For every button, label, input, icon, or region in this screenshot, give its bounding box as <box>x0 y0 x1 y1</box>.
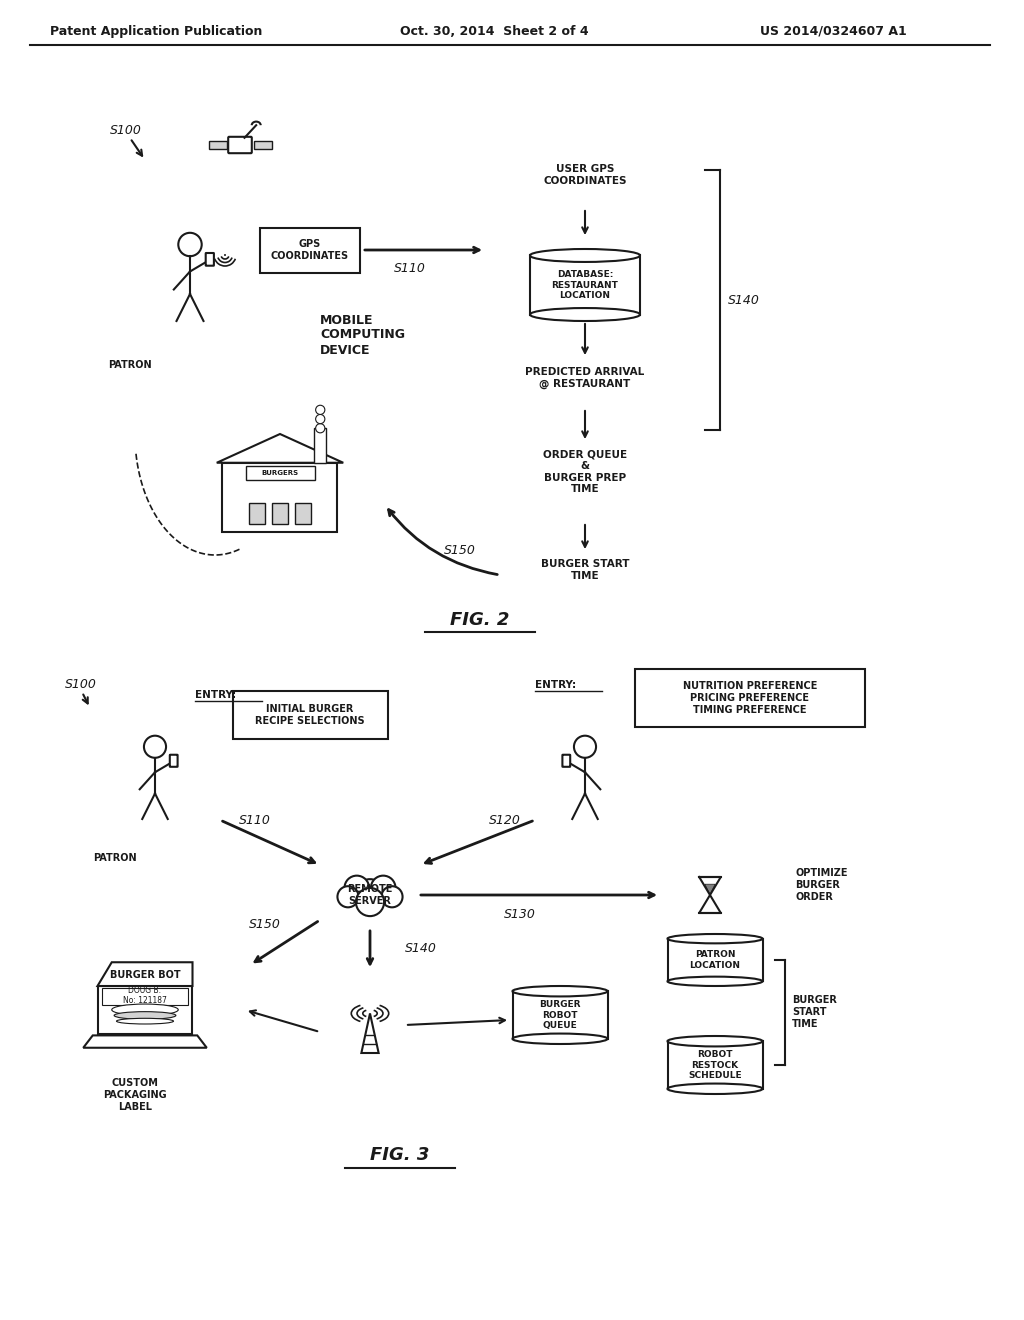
Polygon shape <box>705 884 715 895</box>
FancyBboxPatch shape <box>170 755 177 767</box>
Text: NUTRITION PREFERENCE
PRICING PREFERENCE
TIMING PREFERENCE: NUTRITION PREFERENCE PRICING PREFERENCE … <box>683 681 817 714</box>
FancyBboxPatch shape <box>206 253 214 265</box>
Text: FIG. 2: FIG. 2 <box>451 611 510 630</box>
Polygon shape <box>217 434 343 463</box>
Circle shape <box>356 888 384 916</box>
Ellipse shape <box>512 1034 607 1044</box>
Ellipse shape <box>530 249 640 261</box>
Text: MOBILE
COMPUTING
DEVICE: MOBILE COMPUTING DEVICE <box>319 314 406 356</box>
Text: BURGER START
TIME: BURGER START TIME <box>541 560 630 581</box>
Circle shape <box>338 886 358 907</box>
FancyBboxPatch shape <box>260 227 360 272</box>
FancyBboxPatch shape <box>562 755 570 767</box>
Text: S130: S130 <box>504 908 536 921</box>
Circle shape <box>224 253 226 256</box>
FancyBboxPatch shape <box>635 669 865 727</box>
Text: S140: S140 <box>406 941 437 954</box>
Bar <box>314 428 326 463</box>
Text: REMOTE
SERVER: REMOTE SERVER <box>347 884 392 906</box>
Bar <box>246 466 314 480</box>
Text: OPTIMIZE
BURGER
ORDER: OPTIMIZE BURGER ORDER <box>795 869 848 902</box>
Ellipse shape <box>117 1018 173 1024</box>
Bar <box>295 503 311 524</box>
Text: S150: S150 <box>249 919 281 932</box>
Circle shape <box>315 414 325 424</box>
Text: S110: S110 <box>239 813 271 826</box>
Text: S150: S150 <box>444 544 476 557</box>
Bar <box>222 463 338 532</box>
Ellipse shape <box>668 1084 763 1094</box>
Text: S140: S140 <box>728 293 760 306</box>
Polygon shape <box>97 962 193 986</box>
Text: FIG. 3: FIG. 3 <box>371 1146 430 1164</box>
Circle shape <box>354 879 386 911</box>
Ellipse shape <box>668 1036 763 1047</box>
Text: PATRON
LOCATION: PATRON LOCATION <box>689 950 740 970</box>
Text: BURGER
START
TIME: BURGER START TIME <box>792 995 837 1028</box>
Circle shape <box>315 424 325 433</box>
Bar <box>272 503 288 524</box>
Text: CUSTOM
PACKAGING
LABEL: CUSTOM PACKAGING LABEL <box>103 1078 167 1111</box>
Text: BURGERS: BURGERS <box>261 470 299 477</box>
Bar <box>668 1041 763 1089</box>
Bar <box>668 939 763 981</box>
Text: INITIAL BURGER
RECIPE SELECTIONS: INITIAL BURGER RECIPE SELECTIONS <box>255 704 365 726</box>
Text: DATABASE:
RESTAURANT
LOCATION: DATABASE: RESTAURANT LOCATION <box>552 271 618 300</box>
Text: ENTRY:: ENTRY: <box>535 680 577 690</box>
Bar <box>254 141 271 149</box>
Bar <box>512 991 607 1039</box>
Text: BURGER
ROBOT
QUEUE: BURGER ROBOT QUEUE <box>540 1001 581 1030</box>
Circle shape <box>344 875 369 900</box>
Text: BURGER BOT: BURGER BOT <box>110 970 180 979</box>
Circle shape <box>371 875 395 900</box>
FancyBboxPatch shape <box>102 987 187 1005</box>
Text: ENTRY:: ENTRY: <box>195 690 237 700</box>
Text: DOUG B.
No: 121187: DOUG B. No: 121187 <box>123 986 167 1006</box>
Text: Oct. 30, 2014  Sheet 2 of 4: Oct. 30, 2014 Sheet 2 of 4 <box>400 25 589 38</box>
FancyBboxPatch shape <box>97 986 193 1034</box>
Text: GPS
COORDINATES: GPS COORDINATES <box>271 239 349 261</box>
Ellipse shape <box>114 1011 176 1019</box>
Circle shape <box>315 405 325 414</box>
Ellipse shape <box>512 986 607 997</box>
Bar <box>249 503 265 524</box>
Circle shape <box>382 886 402 907</box>
FancyBboxPatch shape <box>232 690 387 739</box>
Bar <box>530 256 640 314</box>
Text: ORDER QUEUE
&
BURGER PREP
TIME: ORDER QUEUE & BURGER PREP TIME <box>543 450 627 495</box>
Text: USER GPS
COORDINATES: USER GPS COORDINATES <box>544 164 627 186</box>
Ellipse shape <box>668 935 763 944</box>
Text: S100: S100 <box>110 124 142 136</box>
Polygon shape <box>83 1035 207 1048</box>
Ellipse shape <box>668 977 763 986</box>
Text: PREDICTED ARRIVAL
@ RESTAURANT: PREDICTED ARRIVAL @ RESTAURANT <box>525 367 645 389</box>
Text: S110: S110 <box>394 261 426 275</box>
Text: PATRON: PATRON <box>93 853 137 863</box>
Text: Patent Application Publication: Patent Application Publication <box>50 25 262 38</box>
Text: US 2014/0324607 A1: US 2014/0324607 A1 <box>760 25 906 38</box>
FancyBboxPatch shape <box>228 137 252 153</box>
Text: PATRON: PATRON <box>109 360 152 370</box>
Text: S100: S100 <box>65 678 97 692</box>
Ellipse shape <box>530 308 640 321</box>
Bar <box>209 141 226 149</box>
Text: S120: S120 <box>489 813 521 826</box>
Text: ROBOT
RESTOCK
SCHEDULE: ROBOT RESTOCK SCHEDULE <box>688 1051 741 1080</box>
Ellipse shape <box>112 1005 178 1015</box>
